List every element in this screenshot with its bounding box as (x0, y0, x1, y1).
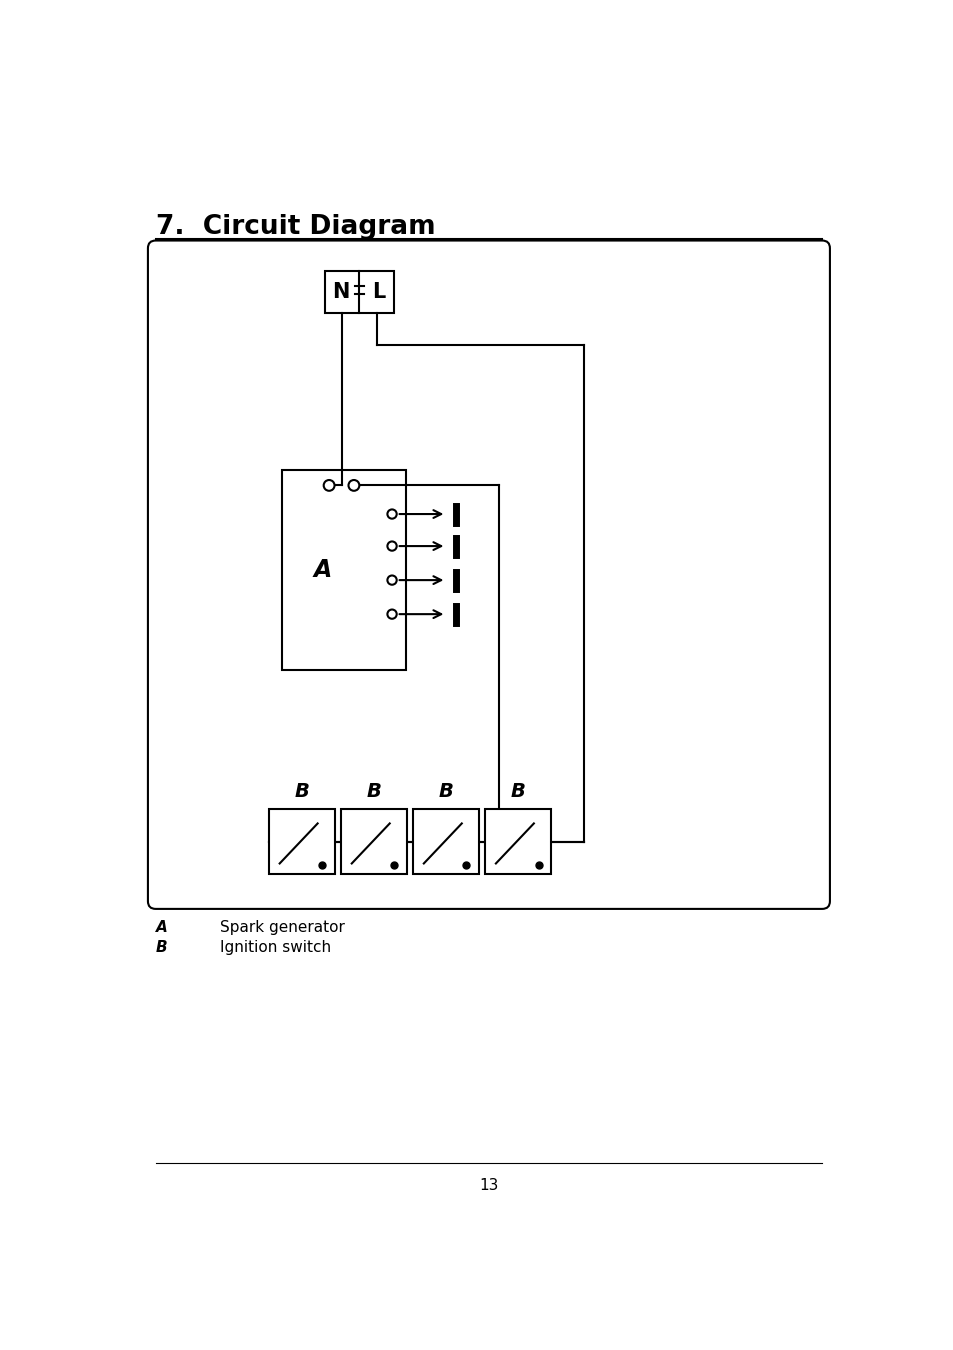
Text: B: B (438, 783, 453, 802)
Text: B: B (155, 940, 167, 954)
Text: N: N (332, 282, 349, 302)
Text: B: B (510, 783, 525, 802)
Text: Ignition switch: Ignition switch (220, 940, 331, 954)
Text: B: B (366, 783, 381, 802)
Text: L: L (372, 282, 385, 302)
Circle shape (348, 481, 359, 491)
Circle shape (387, 575, 396, 585)
Bar (325, 271, 394, 313)
Text: Spark generator: Spark generator (220, 921, 345, 936)
Bar (269, 809, 335, 875)
Circle shape (387, 509, 396, 518)
Bar (282, 470, 406, 670)
Text: B: B (294, 783, 309, 802)
Bar (340, 809, 406, 875)
Circle shape (387, 541, 396, 551)
Bar (413, 809, 478, 875)
Text: 7.  Circuit Diagram: 7. Circuit Diagram (155, 215, 435, 240)
Text: A: A (155, 921, 167, 936)
Text: A: A (314, 558, 332, 582)
Bar (484, 809, 550, 875)
Circle shape (323, 481, 335, 491)
FancyBboxPatch shape (148, 240, 829, 909)
Circle shape (387, 609, 396, 618)
Text: 13: 13 (478, 1179, 498, 1193)
